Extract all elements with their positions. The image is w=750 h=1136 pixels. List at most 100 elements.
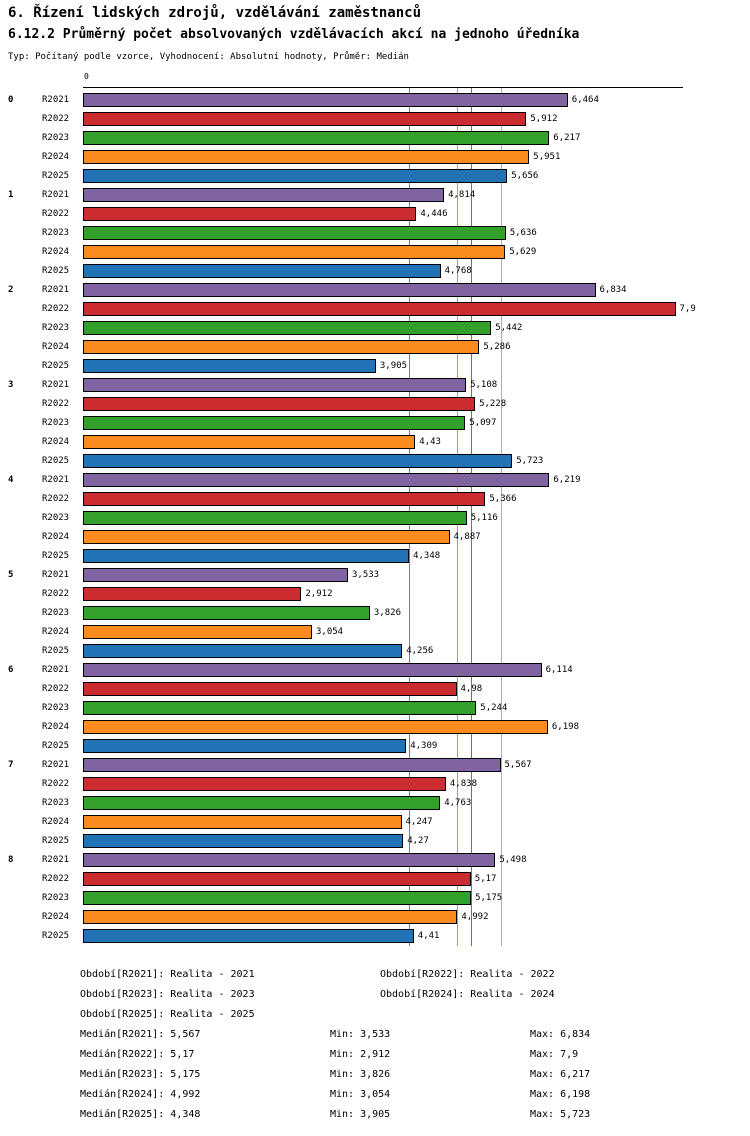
value-label: 5,108 bbox=[470, 379, 498, 390]
bar-r2024-group-2 bbox=[83, 339, 480, 354]
bar-r2025-group-0 bbox=[83, 168, 508, 183]
series-label: R2021 bbox=[42, 474, 70, 485]
page-title: 6. Řízení lidských zdrojů, vzdělávání za… bbox=[8, 5, 422, 21]
bar-row: R2023 5,442 bbox=[0, 318, 750, 337]
value-label: 5,442 bbox=[495, 322, 523, 333]
bar-r2022-group-0 bbox=[83, 111, 527, 126]
series-label: R2024 bbox=[42, 626, 70, 637]
series-label: R2024 bbox=[42, 816, 70, 827]
value-label: 5,366 bbox=[489, 493, 517, 504]
bar-row: R2022 4,446 bbox=[0, 204, 750, 223]
bar-row: R2024 3,054 bbox=[0, 622, 750, 641]
bar-r2021-group-4 bbox=[83, 472, 550, 487]
bar-row: R2024 5,629 bbox=[0, 242, 750, 261]
series-label: R2021 bbox=[42, 284, 70, 295]
bar-r2023-group-6 bbox=[83, 700, 477, 715]
bar-r2025-group-1 bbox=[83, 263, 441, 278]
value-label: 4,446 bbox=[420, 208, 448, 219]
group-label: 6 bbox=[8, 664, 14, 675]
series-label: R2021 bbox=[42, 379, 70, 390]
bar-r2023-group-1 bbox=[83, 225, 506, 240]
bar-row: 4 R2021 6,219 bbox=[0, 470, 750, 489]
series-label: R2025 bbox=[42, 740, 70, 751]
bar-r2024-group-4 bbox=[83, 529, 450, 544]
bar-row: R2024 4,887 bbox=[0, 527, 750, 546]
bar-r2025-group-3 bbox=[83, 453, 513, 468]
bar-row: R2023 4,763 bbox=[0, 793, 750, 812]
bar-r2023-group-5 bbox=[83, 605, 370, 620]
stat-min: Min: 3,533 bbox=[330, 1029, 391, 1040]
series-label: R2022 bbox=[42, 778, 70, 789]
bar-row: R2024 4,992 bbox=[0, 907, 750, 926]
group-label: 8 bbox=[8, 854, 14, 865]
group-label: 3 bbox=[8, 379, 14, 390]
bar-r2025-group-4 bbox=[83, 548, 410, 563]
bar-r2021-group-1 bbox=[83, 187, 445, 202]
median-line-r2023 bbox=[471, 88, 473, 946]
bar-r2022-group-5 bbox=[83, 586, 302, 601]
bar-r2024-group-6 bbox=[83, 719, 548, 734]
series-label: R2023 bbox=[42, 322, 70, 333]
bar-row: R2023 5,175 bbox=[0, 888, 750, 907]
chart-rows: 0 R2021 6,464 R2022 5,912 R2023 6,217 R2024 5,95… bbox=[0, 90, 750, 945]
legend-item: Období[R2021]: Realita - 2021 bbox=[80, 969, 255, 980]
stat-median: Medián[R2023]: 5,175 bbox=[80, 1069, 201, 1080]
legend-item: Období[R2022]: Realita - 2022 bbox=[380, 969, 555, 980]
series-label: R2025 bbox=[42, 930, 70, 941]
series-label: R2021 bbox=[42, 569, 70, 580]
bar-row: R2022 5,228 bbox=[0, 394, 750, 413]
value-label: 4,838 bbox=[449, 778, 477, 789]
bar-r2021-group-0 bbox=[83, 92, 568, 107]
bar-row: R2025 4,256 bbox=[0, 641, 750, 660]
bar-row: R2023 5,097 bbox=[0, 413, 750, 432]
stat-median: Medián[R2024]: 4,992 bbox=[80, 1089, 201, 1100]
value-label: 3,054 bbox=[316, 626, 344, 637]
value-label: 4,992 bbox=[461, 911, 489, 922]
bar-row: R2025 4,27 bbox=[0, 831, 750, 850]
bar-row: 7 R2021 5,567 bbox=[0, 755, 750, 774]
value-label: 5,636 bbox=[509, 227, 537, 238]
series-label: R2025 bbox=[42, 550, 70, 561]
bar-row: 1 R2021 4,814 bbox=[0, 185, 750, 204]
value-label: 7,9 bbox=[679, 303, 696, 314]
value-label: 6,834 bbox=[599, 284, 627, 295]
bar-r2022-group-6 bbox=[83, 681, 457, 696]
group-label: 5 bbox=[8, 569, 14, 580]
group-label: 2 bbox=[8, 284, 14, 295]
series-label: R2022 bbox=[42, 493, 70, 504]
value-label: 3,533 bbox=[352, 569, 380, 580]
bar-r2021-group-2 bbox=[83, 282, 596, 297]
series-label: R2022 bbox=[42, 303, 70, 314]
legend: Období[R2021]: Realita - 2021 Období[R202… bbox=[0, 965, 750, 1025]
series-label: R2022 bbox=[42, 873, 70, 884]
bar-row: 6 R2021 6,114 bbox=[0, 660, 750, 679]
bar-row: R2025 4,348 bbox=[0, 546, 750, 565]
value-label: 4,43 bbox=[419, 436, 441, 447]
value-label: 5,175 bbox=[475, 892, 503, 903]
series-label: R2023 bbox=[42, 227, 70, 238]
series-label: R2022 bbox=[42, 208, 70, 219]
bar-row: R2024 6,198 bbox=[0, 717, 750, 736]
bar-row: R2025 4,41 bbox=[0, 926, 750, 945]
value-label: 2,912 bbox=[305, 588, 333, 599]
value-label: 5,286 bbox=[483, 341, 511, 352]
series-label: R2025 bbox=[42, 360, 70, 371]
page-subtitle: 6.12.2 Průměrný počet absolvovaných vzdě… bbox=[8, 27, 580, 42]
series-label: R2021 bbox=[42, 94, 70, 105]
bar-row: R2024 5,951 bbox=[0, 147, 750, 166]
bar-row: R2025 3,905 bbox=[0, 356, 750, 375]
bar-r2023-group-3 bbox=[83, 415, 466, 430]
bar-r2024-group-8 bbox=[83, 909, 458, 924]
value-label: 5,723 bbox=[516, 455, 544, 466]
bar-r2023-group-4 bbox=[83, 510, 467, 525]
value-label: 4,41 bbox=[417, 930, 440, 941]
bar-r2024-group-7 bbox=[83, 814, 402, 829]
value-label: 5,228 bbox=[479, 398, 507, 409]
bar-row: R2025 4,768 bbox=[0, 261, 750, 280]
bar-row: R2025 5,656 bbox=[0, 166, 750, 185]
bar-row: R2023 5,244 bbox=[0, 698, 750, 717]
bar-row: 2 R2021 6,834 bbox=[0, 280, 750, 299]
series-label: R2025 bbox=[42, 455, 70, 466]
value-label: 5,567 bbox=[504, 759, 532, 770]
value-label: 3,905 bbox=[379, 360, 407, 371]
